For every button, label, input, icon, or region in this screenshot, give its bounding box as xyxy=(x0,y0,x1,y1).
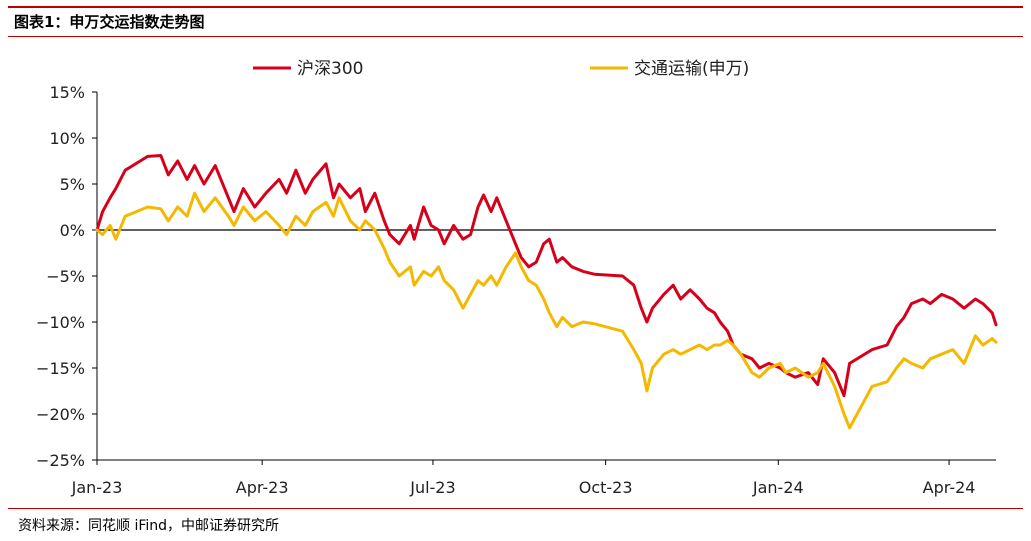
figure-header: 图表1：申万交运指数走势图 xyxy=(8,6,1023,37)
y-tick-label: 0% xyxy=(60,221,85,240)
y-tick-label: 5% xyxy=(60,175,85,194)
x-tick-label: Apr-23 xyxy=(236,478,289,497)
figure-title: 图表1：申万交运指数走势图 xyxy=(14,13,205,31)
y-tick-label: 15% xyxy=(49,83,85,102)
y-tick-label: −25% xyxy=(36,451,85,470)
y-tick-label: −20% xyxy=(36,405,85,424)
legend-label-2: 交通运输(申万) xyxy=(634,59,749,79)
legend-label-1: 沪深300 xyxy=(297,59,363,79)
series-line-1 xyxy=(95,154,998,398)
x-tick-label: Oct-23 xyxy=(579,478,633,497)
figure-footer: 资料来源：同花顺 iFind，中邮证券研究所 xyxy=(8,508,1023,539)
y-tick-label: 10% xyxy=(49,129,85,148)
x-tick-label: Apr-24 xyxy=(923,478,976,497)
x-tick-label: Jan-23 xyxy=(71,478,123,497)
y-tick-label: −10% xyxy=(36,313,85,332)
source-note: 资料来源：同花顺 iFind，中邮证券研究所 xyxy=(18,518,280,534)
y-tick-label: −15% xyxy=(36,359,85,378)
series-line-2 xyxy=(95,191,998,430)
x-tick-label: Jan-24 xyxy=(752,478,804,497)
x-tick-label: Jul-23 xyxy=(409,478,455,497)
y-tick-label: −5% xyxy=(46,267,85,286)
